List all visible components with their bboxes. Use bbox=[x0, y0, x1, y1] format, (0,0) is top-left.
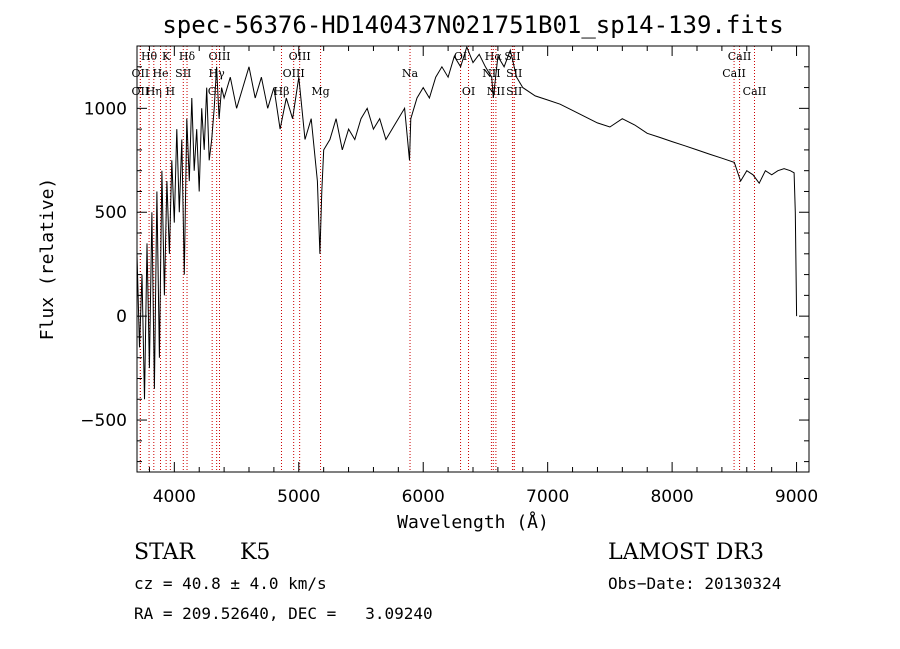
flux-series-line bbox=[136, 45, 798, 400]
marker-label: OII bbox=[132, 85, 150, 98]
marker-label: G bbox=[208, 85, 217, 98]
marker-label: H bbox=[166, 85, 176, 98]
marker-label: SII bbox=[504, 50, 520, 63]
marker-label: SII bbox=[175, 67, 191, 80]
marker-label: He bbox=[152, 67, 168, 80]
object-class: STAR bbox=[134, 540, 195, 565]
chart-title: spec-56376-HD140437N021751B01_sp14-139.f… bbox=[162, 11, 783, 39]
marker-label: OI bbox=[462, 85, 475, 98]
marker-label: Na bbox=[402, 67, 419, 80]
marker-label: OIII bbox=[289, 50, 311, 63]
x-axis-ticks: 4000 5000 6000 7000 8000 9000 bbox=[148, 46, 818, 507]
plot-frame bbox=[136, 45, 810, 473]
marker-label: Hδ bbox=[179, 50, 196, 63]
y-tick-label: 1000 bbox=[84, 99, 127, 119]
marker-label: Hβ bbox=[274, 85, 290, 98]
x-axis-label: Wavelength (Å) bbox=[397, 511, 549, 533]
spectral-subclass: K5 bbox=[240, 540, 271, 565]
marker-label: Hη bbox=[146, 85, 162, 98]
x-tick-label: 7000 bbox=[526, 487, 569, 507]
marker-label: CaII bbox=[722, 67, 746, 80]
observation-date: Obs−Date: 20130324 bbox=[608, 574, 782, 593]
marker-label: OI bbox=[454, 50, 467, 63]
marker-label: CaII bbox=[728, 50, 752, 63]
marker-label: NII bbox=[487, 85, 505, 98]
survey-name: LAMOST DR3 bbox=[608, 540, 764, 565]
marker-label: OIII bbox=[283, 67, 305, 80]
y-tick-label: −500 bbox=[80, 411, 127, 431]
coordinates: RA = 209.52640, DEC = 3.09240 bbox=[134, 604, 433, 623]
marker-label: Hα bbox=[485, 50, 503, 63]
y-tick-label: 500 bbox=[95, 203, 127, 223]
marker-label: OIII bbox=[208, 50, 230, 63]
marker-label: SII bbox=[506, 85, 522, 98]
marker-label: Hθ bbox=[141, 50, 158, 63]
x-tick-label: 4000 bbox=[153, 487, 196, 507]
x-tick-label: 8000 bbox=[650, 487, 693, 507]
y-axis-label: Flux (relative) bbox=[37, 178, 58, 341]
x-tick-label: 6000 bbox=[402, 487, 445, 507]
y-tick-label: 0 bbox=[116, 307, 127, 327]
marker-label: K bbox=[162, 50, 171, 63]
x-tick-label: 9000 bbox=[775, 487, 818, 507]
marker-label: Mg bbox=[311, 85, 329, 98]
marker-label: CaII bbox=[743, 85, 767, 98]
y-axis-ticks: −500 0 500 1000 bbox=[80, 66, 809, 463]
redshift-velocity: cz = 40.8 ± 4.0 km/s bbox=[134, 574, 327, 593]
x-tick-label: 5000 bbox=[277, 487, 320, 507]
